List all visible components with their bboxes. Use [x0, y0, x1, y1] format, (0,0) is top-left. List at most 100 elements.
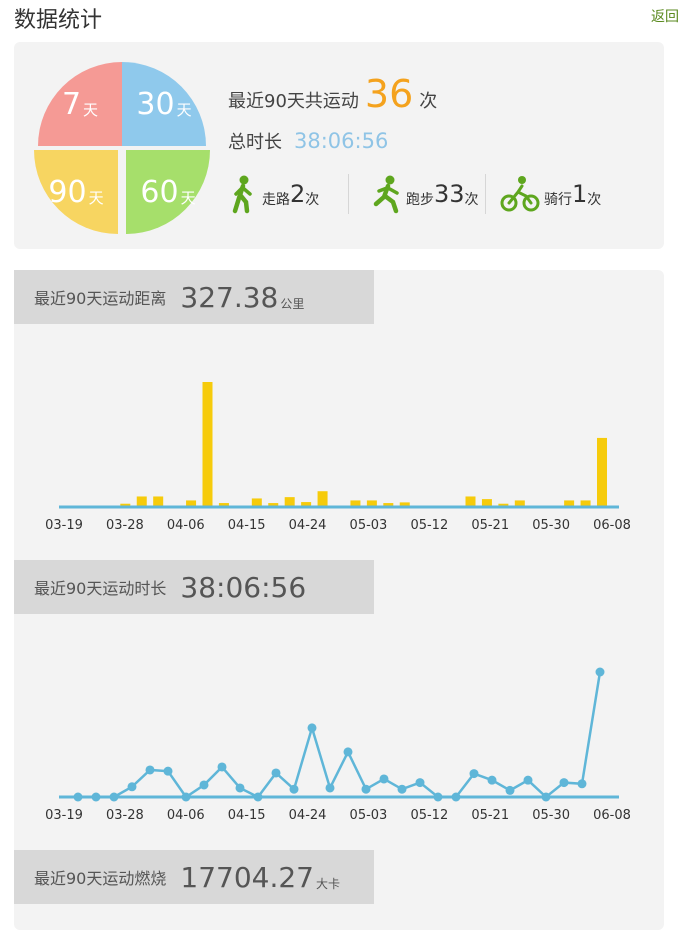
bike-count: 1	[572, 180, 588, 208]
distance-bar[interactable]	[136, 496, 147, 507]
bike-stat: 骑行 1 次	[500, 172, 601, 216]
distance-bar[interactable]	[284, 497, 295, 507]
run-count: 33	[434, 180, 465, 208]
duration-line	[78, 671, 602, 799]
duration-point[interactable]	[433, 792, 443, 802]
distance-bar[interactable]	[366, 500, 377, 507]
period-unit: 天	[83, 100, 99, 119]
duration-point[interactable]	[487, 775, 497, 785]
duration-point[interactable]	[379, 774, 389, 784]
calorie-value: 17704.27	[180, 860, 314, 894]
walk-stat: 走路 2 次	[228, 172, 319, 216]
duration-point[interactable]	[109, 792, 119, 802]
duration-point[interactable]	[217, 762, 227, 772]
total-count: 36	[364, 72, 414, 116]
distance-bar[interactable]	[350, 500, 361, 507]
x-tick-label: 04-15	[228, 808, 266, 823]
period-unit: 天	[176, 100, 192, 119]
distance-bar[interactable]	[301, 502, 312, 507]
time-value: 38:06:56	[180, 570, 307, 604]
duration-point[interactable]	[595, 667, 605, 677]
back-button[interactable]: 返回	[651, 9, 679, 25]
time-label: 最近90天运动时长	[34, 579, 167, 598]
distance-unit: 公里	[280, 296, 305, 311]
distance-bar[interactable]	[498, 503, 509, 507]
distance-bar[interactable]	[186, 500, 197, 507]
x-tick-label: 03-28	[106, 808, 144, 823]
run-label: 跑步	[406, 192, 434, 208]
distance-bar[interactable]	[564, 500, 575, 507]
duration-point[interactable]	[469, 769, 479, 779]
distance-bar[interactable]	[268, 503, 279, 507]
duration-point[interactable]	[559, 778, 569, 788]
distance-bar[interactable]	[580, 500, 591, 507]
duration-point[interactable]	[271, 768, 281, 778]
duration-point[interactable]	[253, 792, 263, 802]
duration-point[interactable]	[361, 784, 371, 794]
period-number: 60	[140, 174, 179, 210]
duration-point[interactable]	[163, 766, 173, 776]
duration-point[interactable]	[145, 765, 155, 775]
duration-point[interactable]	[541, 792, 551, 802]
duration-point[interactable]	[181, 792, 191, 802]
duration-point[interactable]	[523, 775, 533, 785]
distance-bar[interactable]	[481, 499, 492, 507]
distance-bar[interactable]	[465, 496, 476, 507]
distance-bar[interactable]	[153, 496, 164, 507]
period-60-days-button[interactable]: 60 天	[126, 150, 210, 234]
duration-point[interactable]	[91, 792, 101, 802]
distance-bar[interactable]	[251, 498, 262, 507]
total-count-line: 最近90天共运动 36 次	[228, 72, 437, 116]
duration-point[interactable]	[127, 782, 137, 792]
x-tick-label: 06-08	[593, 808, 631, 823]
period-number: 30	[136, 86, 175, 122]
period-30-days-button[interactable]: 30 天	[122, 62, 206, 146]
x-tick-label: 03-19	[45, 808, 83, 823]
x-tick-label: 05-30	[532, 518, 570, 533]
duration-point[interactable]	[343, 747, 353, 757]
distance-bar[interactable]	[120, 503, 131, 507]
x-tick-label: 05-12	[410, 808, 448, 823]
duration-point[interactable]	[451, 792, 461, 802]
charts-card: 最近90天运动距离 327.38 公里 03-19 03-28 04-06 04-15…	[14, 270, 664, 930]
duration-point[interactable]	[325, 783, 335, 793]
time-header: 最近90天运动时长 38:06:56	[14, 560, 374, 614]
duration-point[interactable]	[289, 784, 299, 794]
duration-point[interactable]	[505, 785, 515, 795]
distance-bar[interactable]	[317, 491, 328, 507]
x-tick-label: 04-06	[167, 808, 205, 823]
total-unit: 次	[419, 91, 438, 112]
x-tick-label: 06-08	[593, 518, 631, 533]
distance-value: 327.38	[180, 280, 279, 314]
x-tick-label: 03-28	[106, 518, 144, 533]
period-90-days-button[interactable]: 90 天	[34, 150, 118, 234]
duration-point[interactable]	[307, 723, 317, 733]
header: 数据统计 返回	[14, 0, 679, 36]
duration-point[interactable]	[199, 780, 209, 790]
distance-bar[interactable]	[514, 500, 525, 507]
run-unit: 次	[464, 192, 479, 208]
x-tick-label: 05-21	[471, 518, 509, 533]
x-tick-label: 05-30	[532, 808, 570, 823]
distance-bar[interactable]	[383, 503, 394, 507]
duration-point[interactable]	[577, 779, 587, 789]
divider	[348, 174, 349, 214]
activity-stats: 走路 2 次 跑步 33 次 骑行 1 次	[228, 172, 648, 216]
x-tick-label: 05-03	[350, 808, 388, 823]
divider	[485, 174, 486, 214]
distance-bar[interactable]	[399, 502, 410, 507]
duration-point[interactable]	[235, 783, 245, 793]
calorie-label: 最近90天运动燃烧	[34, 869, 167, 888]
bike-icon	[500, 176, 540, 212]
distance-bar[interactable]	[218, 503, 229, 507]
duration-value: 38:06:56	[294, 129, 389, 153]
distance-bar[interactable]	[202, 382, 213, 507]
walk-unit: 次	[305, 192, 320, 208]
distance-bar[interactable]	[597, 437, 607, 507]
duration-point[interactable]	[397, 784, 407, 794]
walk-icon	[232, 175, 252, 214]
duration-point[interactable]	[415, 778, 425, 788]
duration-point[interactable]	[73, 792, 83, 802]
